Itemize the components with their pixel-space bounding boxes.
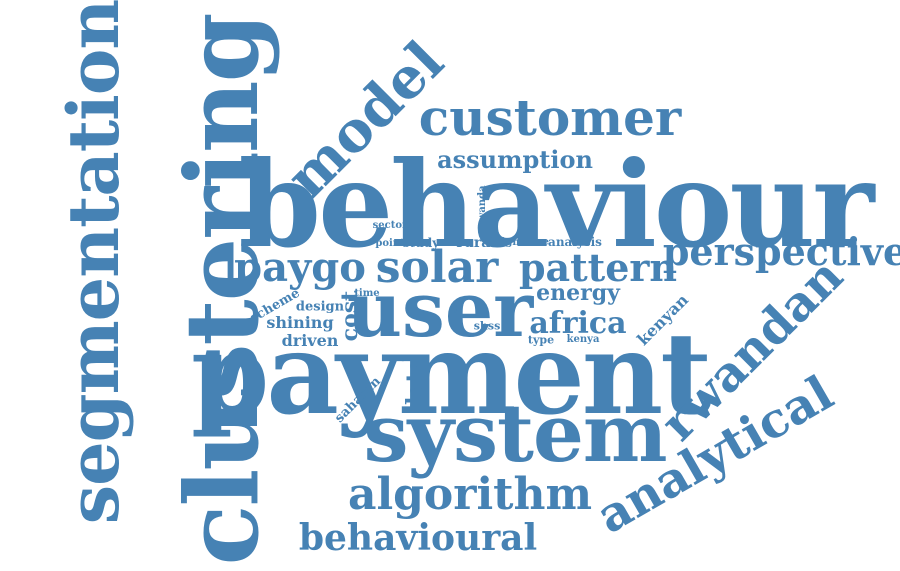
word-type: type: [528, 335, 554, 346]
word-time: time: [354, 289, 379, 299]
word-sector: sector: [373, 221, 408, 231]
word-perspective: perspective: [663, 233, 900, 271]
word-tiny: sec: [453, 305, 459, 316]
word-shining: shining: [266, 315, 333, 331]
word-segmentation: segmentation: [59, 0, 129, 524]
word-assumption: assumption: [437, 148, 593, 172]
word-customer: customer: [419, 93, 681, 143]
word-energy: energy: [536, 282, 620, 304]
word-shss: shss: [474, 321, 501, 332]
word-algorithm: algorithm: [348, 473, 592, 517]
word-data: data: [404, 358, 426, 412]
word-analysis: analysis: [548, 236, 602, 248]
word-kenya: kenya: [567, 335, 600, 345]
word-rural: rural: [456, 236, 495, 250]
word-more: more: [523, 239, 549, 248]
word-point: point: [375, 239, 404, 249]
word-light: light: [498, 238, 524, 248]
word-study: study: [403, 237, 439, 249]
word-design: design: [296, 301, 344, 314]
word-paygo: paygo: [234, 248, 366, 288]
word-behavioural: behavioural: [299, 520, 537, 556]
word-driven: driven: [282, 333, 339, 349]
word-rwanda: rwanda: [478, 185, 488, 226]
word-solar: solar: [376, 246, 499, 290]
